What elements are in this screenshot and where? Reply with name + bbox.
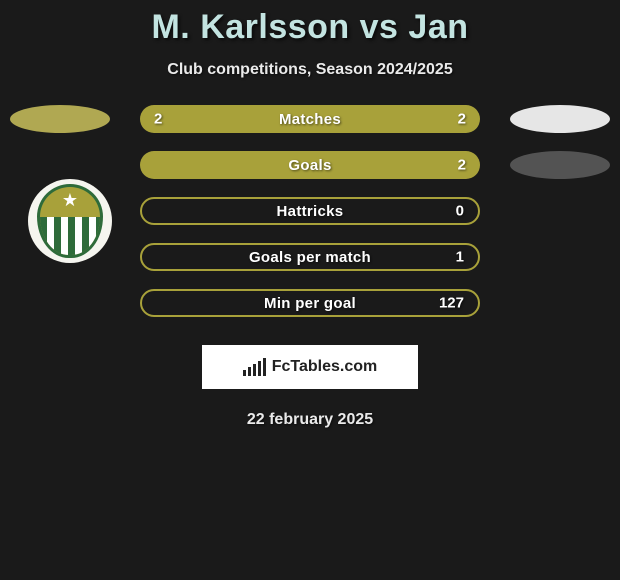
stat-bar: Hattricks 0: [140, 197, 480, 225]
stat-label: Goals: [288, 157, 331, 174]
stat-row: Min per goal 127: [0, 289, 620, 317]
stat-value-right: 2: [458, 157, 466, 174]
stat-value-right: 1: [456, 249, 464, 266]
player-marker-left: [10, 105, 110, 133]
stat-label: Min per goal: [264, 295, 356, 312]
brand-bars-icon: [243, 358, 266, 376]
stat-row: 2 Matches 2: [0, 105, 620, 133]
stat-row: Goals per match 1: [0, 243, 620, 271]
stat-bar: Min per goal 127: [140, 289, 480, 317]
comparison-card: M. Karlsson vs Jan Club competitions, Se…: [0, 0, 620, 580]
stat-row: Goals 2: [0, 151, 620, 179]
stat-bar: Goals 2: [140, 151, 480, 179]
stat-label: Goals per match: [249, 249, 371, 266]
stat-label: Matches: [279, 111, 341, 128]
stat-value-right: 2: [458, 111, 466, 128]
stat-value-right: 0: [456, 203, 464, 220]
page-title: M. Karlsson vs Jan: [0, 8, 620, 47]
stat-value-left: 2: [154, 111, 162, 128]
stat-label: Hattricks: [277, 203, 344, 220]
date-line: 22 february 2025: [0, 411, 620, 429]
stat-bar: Goals per match 1: [140, 243, 480, 271]
player-marker-right: [510, 151, 610, 179]
player-marker-right: [510, 105, 610, 133]
brand-badge: FcTables.com: [202, 345, 418, 389]
stat-bar: 2 Matches 2: [140, 105, 480, 133]
stat-rows: 2 Matches 2 Goals 2 Hattricks 0 Goals per match…: [0, 105, 620, 317]
subtitle: Club competitions, Season 2024/2025: [0, 61, 620, 79]
stat-value-right: 127: [439, 295, 464, 312]
stat-row: Hattricks 0: [0, 197, 620, 225]
brand-text: FcTables.com: [272, 358, 378, 376]
